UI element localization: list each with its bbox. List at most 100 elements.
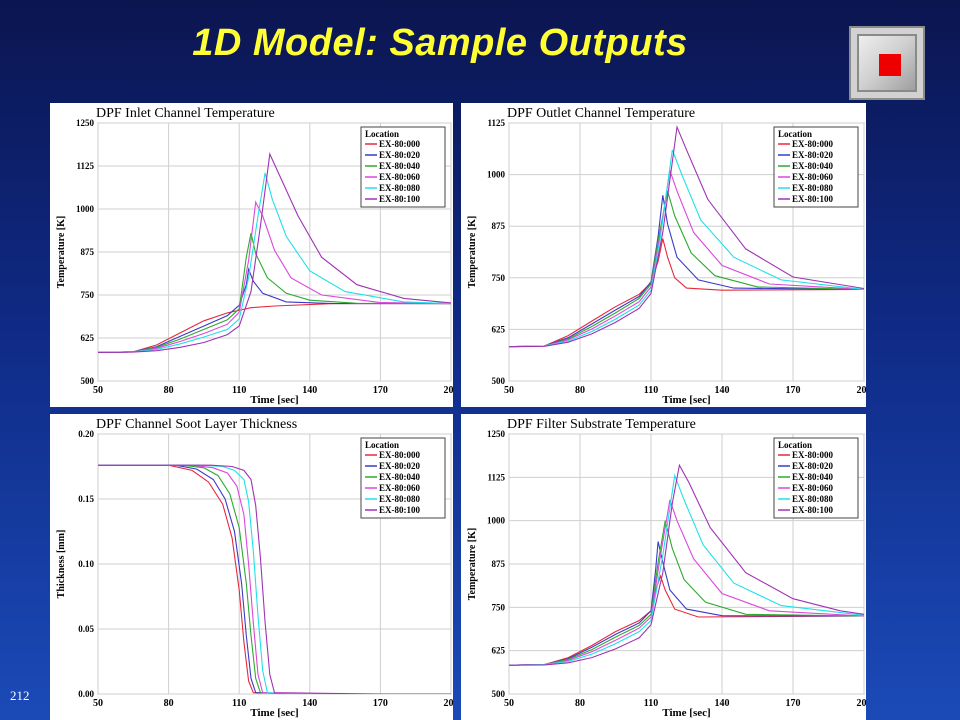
y-tick-label: 1125 [76,161,94,171]
legend [773,437,859,519]
series-line [509,541,864,666]
series-line [98,303,451,353]
x-tick-label: 140 [302,385,317,396]
legend-entry: EX-80:020 [379,150,420,160]
chart-substrate-temperature: DPF Filter Substrate Temperature 50 80 110 1… [467,417,867,719]
legend [360,126,446,208]
x-tick-label: 170 [786,698,801,709]
legend-entry: EX-80:060 [792,483,833,493]
series-line [509,125,864,348]
y-tick-label: 875 [492,559,506,569]
x-tick-label: 200 [857,385,867,396]
legend-entry: EX-80:060 [792,172,833,182]
x-tick-label: 200 [444,385,454,396]
x-tick-label: 50 [93,698,103,709]
y-axis-label: Temperature [K] [467,528,478,601]
x-tick-label: 140 [302,698,317,709]
y-tick-label: 625 [492,646,506,656]
series-line [98,200,451,353]
x-tick-label: 170 [373,385,388,396]
series-line [509,463,864,666]
x-tick-label: 50 [504,385,514,396]
legend-entry: EX-80:060 [379,172,420,182]
y-tick-label: 1125 [487,472,505,482]
y-tick-label: 1250 [76,118,95,128]
legend-entry: EX-80:040 [379,161,420,171]
legend-entry: EX-80:000 [379,139,420,149]
legend-entry: EX-80:100 [379,505,420,515]
y-tick-label: 625 [492,324,506,334]
legend-entry: EX-80:020 [379,461,420,471]
chart-title: DPF Outlet Channel Temperature [507,106,695,121]
legend-entry: EX-80:020 [792,150,833,160]
legend-title: Location [365,440,399,450]
y-tick-label: 500 [492,689,506,699]
legend-entry: EX-80:080 [792,183,833,193]
x-tick-label: 80 [575,385,585,396]
legend-entry: EX-80:020 [792,461,833,471]
chart-title: DPF Filter Substrate Temperature [507,417,696,432]
legend [360,437,446,519]
legend-title: Location [778,129,812,139]
series-line [98,464,451,694]
legend-entry: EX-80:100 [792,194,833,204]
legend-entry: EX-80:000 [792,450,833,460]
x-axis-label: Time [sec] [250,707,298,719]
x-tick-label: 170 [373,698,388,709]
y-tick-label: 1000 [76,204,95,214]
legend-entry: EX-80:040 [792,472,833,482]
y-tick-label: 0.10 [78,559,94,569]
y-tick-label: 500 [492,376,506,386]
stop-square-icon[interactable] [849,26,925,100]
y-tick-label: 0.00 [78,689,94,699]
chart-title: DPF Inlet Channel Temperature [96,106,275,121]
y-tick-label: 750 [492,273,506,283]
legend-entry: EX-80:040 [792,161,833,171]
legend-entry: EX-80:080 [792,494,833,504]
chart-panel-soot-thickness: DPF Channel Soot Layer Thickness 50 80 110 1… [50,414,453,720]
series-line [509,499,864,666]
x-tick-label: 170 [786,385,801,396]
series-line [509,520,864,666]
slide-title: 1D Model: Sample Outputs [192,22,688,64]
legend-entry: EX-80:080 [379,183,420,193]
x-tick-label: 140 [715,385,730,396]
x-tick-label: 200 [857,698,867,709]
y-tick-label: 0.20 [78,429,94,439]
y-axis-label: Temperature [K] [467,216,478,289]
y-tick-label: 1125 [487,118,505,128]
red-square-icon [879,54,901,76]
chart-panel-substrate-temperature: DPF Filter Substrate Temperature 50 80 110 1… [461,414,866,720]
y-tick-label: 875 [492,221,506,231]
nav-button-frame [857,34,917,92]
legend [773,126,859,208]
legend-entry: EX-80:000 [379,450,420,460]
chart-outlet-temperature: DPF Outlet Channel Temperature 50 80 110 140… [467,106,867,406]
series-line [509,473,864,666]
y-tick-label: 500 [81,376,95,386]
x-tick-label: 80 [164,385,174,396]
legend-title: Location [365,129,399,139]
legend-entry: EX-80:100 [379,194,420,204]
y-axis-label: Temperature [K] [56,216,67,289]
x-tick-label: 50 [93,385,103,396]
series-line [98,172,451,353]
y-tick-label: 875 [81,247,95,257]
x-tick-label: 140 [715,698,730,709]
x-tick-label: 110 [232,698,246,709]
series-line [509,190,864,348]
legend-title: Location [778,440,812,450]
legend-entry: EX-80:040 [379,472,420,482]
x-tick-label: 50 [504,698,514,709]
y-tick-label: 0.15 [78,494,94,504]
x-axis-label: Time [sec] [250,394,298,406]
x-tick-label: 110 [644,385,658,396]
y-tick-label: 750 [492,602,506,612]
x-axis-label: Time [sec] [662,394,710,406]
series-line [509,149,864,348]
legend-entry: EX-80:000 [792,139,833,149]
series-line [98,232,451,353]
legend-entry: EX-80:080 [379,494,420,504]
chart-panel-outlet-temperature: DPF Outlet Channel Temperature 50 80 110 140… [461,103,866,407]
x-tick-label: 110 [232,385,246,396]
